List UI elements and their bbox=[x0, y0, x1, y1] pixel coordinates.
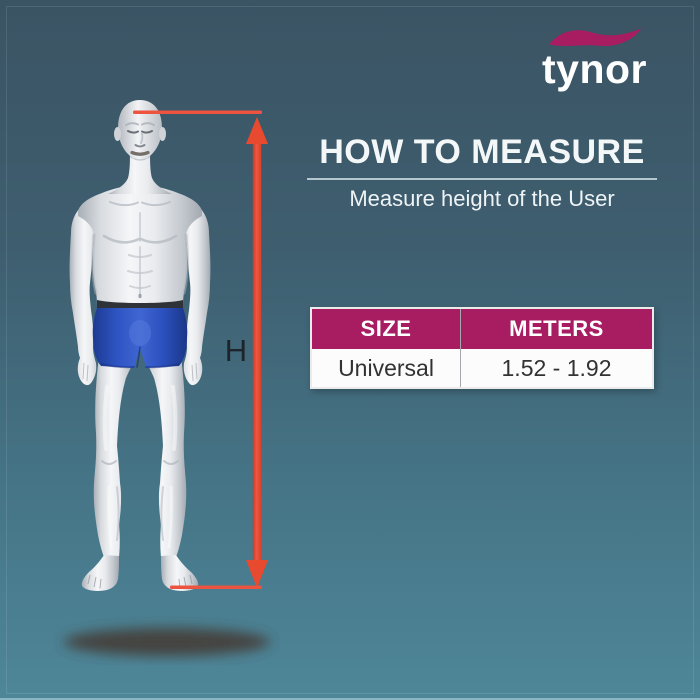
meters-value-cell: 1.52 - 1.92 bbox=[501, 355, 612, 381]
size-chart-table: SIZE METERS Universal 1.52 - 1.92 bbox=[310, 307, 654, 389]
bottom-edge-highlight bbox=[0, 698, 700, 700]
brand-logo: tynor bbox=[542, 26, 662, 92]
table-header-row: SIZE METERS bbox=[312, 309, 652, 349]
title-divider bbox=[307, 178, 657, 180]
brand-name: tynor bbox=[542, 46, 647, 92]
size-column-header: SIZE bbox=[312, 309, 461, 349]
inner-frame bbox=[6, 6, 694, 694]
mannequin-figure: H bbox=[64, 100, 270, 656]
mannequin-body bbox=[69, 100, 211, 591]
figure-shadow bbox=[64, 628, 270, 656]
table-row: Universal 1.52 - 1.92 bbox=[312, 349, 652, 387]
mannequin-face bbox=[125, 122, 155, 161]
briefs bbox=[92, 308, 188, 368]
page-title: HOW TO MEASURE bbox=[319, 133, 645, 171]
size-value-cell: Universal bbox=[312, 349, 461, 387]
brand-swoosh-icon bbox=[548, 28, 642, 47]
page-subtitle: Measure height of the User bbox=[349, 186, 615, 211]
height-arrow-icon bbox=[133, 110, 268, 589]
meters-column-header: METERS bbox=[509, 316, 604, 341]
height-label: H bbox=[225, 333, 247, 368]
